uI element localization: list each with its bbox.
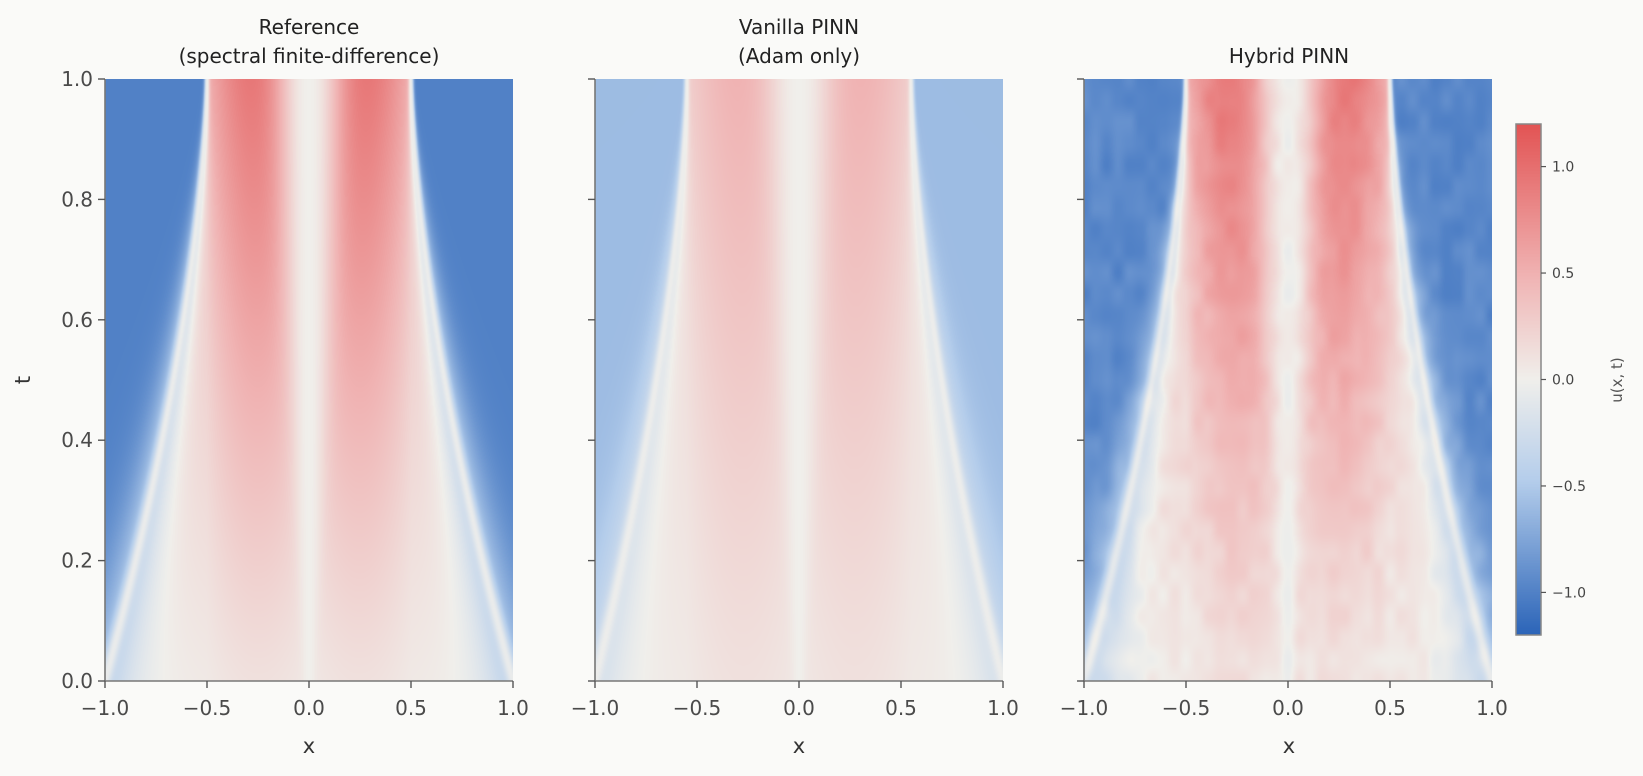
x-axis-label: x — [793, 734, 805, 758]
panel-title-line2: Hybrid PINN — [1229, 44, 1349, 68]
colorbar-tick-label: −0.5 — [1552, 479, 1586, 495]
panel-title-line1: Reference — [259, 15, 360, 39]
colorbar-tick-label: −1.0 — [1552, 585, 1586, 601]
heatmap-image — [1084, 79, 1492, 681]
x-axis-label: x — [1283, 734, 1295, 758]
colorbar-tick-label: 0.0 — [1552, 373, 1574, 389]
x-tick-label: −0.5 — [183, 696, 232, 720]
heatmap-image — [105, 79, 513, 681]
y-axis — [1077, 78, 1085, 682]
x-tick-label: −1.0 — [81, 696, 130, 720]
x-tick-label: −1.0 — [1060, 696, 1109, 720]
panel-reference: Reference (spectral finite-difference) 0… — [11, 15, 529, 758]
x-tick-label: 1.0 — [987, 696, 1019, 720]
y-tick-label: 1.0 — [61, 67, 93, 91]
x-tick-label: 1.0 — [497, 696, 529, 720]
x-tick-label: 0.5 — [395, 696, 427, 720]
x-axis: −1.0 −0.5 0.0 0.5 1.0 — [571, 680, 1019, 720]
x-tick-label: −0.5 — [673, 696, 722, 720]
panel-title-line1: Vanilla PINN — [739, 15, 859, 39]
y-axis: 0.0 0.2 0.4 0.6 0.8 1.0 — [61, 67, 106, 693]
y-axis-label: t — [11, 376, 35, 384]
x-tick-label: 0.0 — [1272, 696, 1304, 720]
heatmap-image — [595, 79, 1003, 681]
y-axis — [588, 78, 596, 682]
x-axis-label: x — [303, 734, 315, 758]
panel-title-line2: (Adam only) — [738, 44, 860, 68]
y-tick-label: 0.6 — [61, 308, 93, 332]
x-axis: −1.0 −0.5 0.0 0.5 1.0 — [1060, 680, 1508, 720]
colorbar-tick-label: 0.5 — [1552, 266, 1574, 282]
colorbar-gradient — [1516, 124, 1541, 635]
x-tick-label: 1.0 — [1476, 696, 1508, 720]
x-axis: −1.0 −0.5 0.0 0.5 1.0 — [81, 680, 529, 720]
colorbar-tick-label: 1.0 — [1552, 160, 1574, 176]
x-tick-label: 0.0 — [293, 696, 325, 720]
colorbar-label: u(x, t) — [1608, 357, 1626, 403]
y-tick-label: 0.4 — [61, 428, 93, 452]
x-tick-label: −0.5 — [1162, 696, 1211, 720]
panel-title-line2: (spectral finite-difference) — [179, 44, 440, 68]
colorbar-ticks: 1.0 0.5 0.0 −0.5 −1.0 — [1541, 160, 1586, 601]
x-tick-label: 0.5 — [1374, 696, 1406, 720]
x-tick-label: 0.0 — [783, 696, 815, 720]
y-tick-label: 0.0 — [61, 669, 93, 693]
x-tick-label: 0.5 — [885, 696, 917, 720]
x-tick-label: −1.0 — [571, 696, 620, 720]
panel-vanilla-pinn: Vanilla PINN (Adam only) −1.0 −0.5 0.0 0.5 1… — [571, 15, 1019, 758]
y-tick-label: 0.8 — [61, 187, 93, 211]
y-tick-label: 0.2 — [61, 549, 93, 573]
colorbar: 1.0 0.5 0.0 −0.5 −1.0 u(x, t) — [1515, 123, 1626, 636]
panel-hybrid-pinn: Hybrid PINN −1.0 −0.5 0.0 0.5 1.0 x — [1060, 44, 1508, 758]
